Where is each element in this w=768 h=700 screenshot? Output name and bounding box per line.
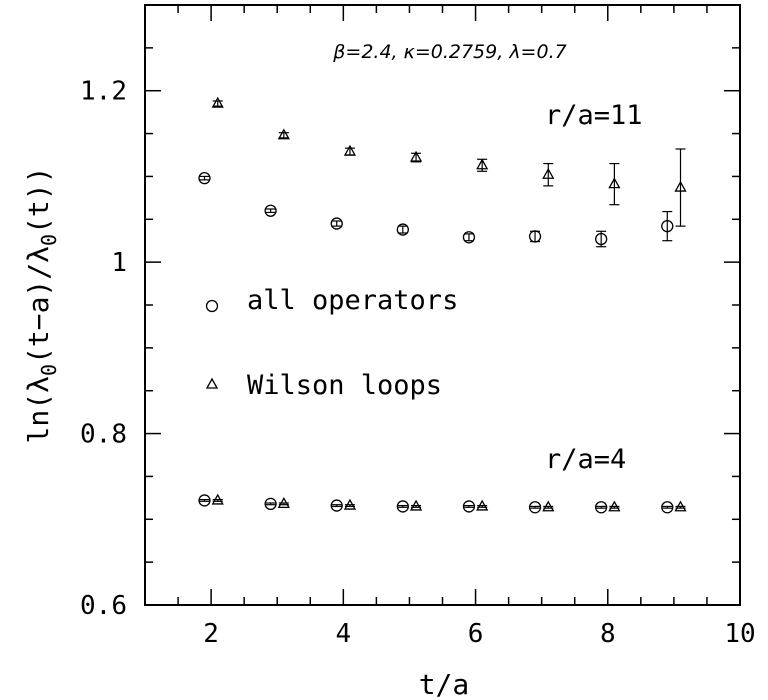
x-tick-label: 4 (336, 619, 352, 649)
data-point-triangle (211, 493, 224, 505)
legend-triangle-marker (205, 377, 219, 389)
data-point-triangle (343, 144, 357, 156)
data-point-triangle (409, 150, 423, 162)
annotation-r11: r/a=11 (545, 100, 643, 131)
data-point-circle (462, 231, 476, 244)
data-point-triangle (542, 167, 555, 179)
data-point-circle (528, 501, 542, 514)
data-point-triangle (674, 500, 687, 512)
y-tick-label: 0.6 (80, 591, 127, 621)
data-point-circle (330, 499, 343, 512)
x-axis-title: t/a (419, 668, 470, 700)
data-point-circle (595, 232, 608, 246)
data-point-triangle (343, 498, 357, 510)
data-point-triangle (476, 158, 489, 170)
data-point-triangle (542, 500, 555, 512)
annotation-r4: r/a=4 (545, 444, 626, 475)
data-point-circle (595, 501, 608, 514)
y-tick-label: 0.8 (80, 420, 127, 450)
data-point-circle (661, 501, 674, 514)
legend-circle-marker (205, 299, 219, 313)
data-point-circle (528, 230, 542, 243)
y-title-subscript: 0 (37, 364, 61, 376)
y-title-part: ln(λ (22, 376, 55, 443)
y-title-subscript: 0 (37, 234, 61, 246)
legend-label-all-operators: all operators (247, 285, 458, 316)
y-title-part: (t)) (22, 167, 55, 234)
axis-tick-labels: 2 4 6 8 10 0.6 0.8 1 1.2 (80, 77, 756, 649)
data-point-triangle (277, 128, 290, 140)
data-point-circle (198, 171, 211, 185)
y-tick-label: 1 (111, 248, 127, 278)
y-title-part: (t−a)/λ (22, 246, 55, 364)
data-point-circle (264, 204, 277, 217)
data-point-triangle (674, 180, 687, 192)
data-point-triangle (476, 499, 489, 511)
data-point-circle (661, 219, 674, 233)
data-point-circle (198, 494, 211, 507)
data-point-circle (396, 223, 409, 236)
data-point-triangle (409, 499, 423, 511)
legend-label-wilson-loops: Wilson loops (247, 370, 442, 401)
x-tick-label: 2 (203, 619, 219, 649)
data-point-circle (264, 497, 277, 511)
plot-frame (144, 4, 741, 606)
data-point-triangle (211, 96, 224, 108)
x-tick-label: 6 (468, 619, 484, 649)
data-marks (198, 96, 687, 514)
data-point-circle (396, 500, 409, 513)
y-tick-label: 1.2 (80, 77, 127, 107)
data-point-circle (330, 217, 343, 230)
x-tick-label: 8 (600, 619, 616, 649)
y-axis-title: ln(λ0(t−a)/λ0(t)) (22, 167, 61, 444)
chart-title: β=2.4, κ=0.2759, λ=0.7 (332, 41, 566, 63)
data-point-triangle (277, 497, 290, 509)
data-point-triangle (608, 177, 621, 189)
data-point-triangle (608, 500, 621, 512)
legend: all operators Wilson loops (205, 285, 458, 401)
x-tick-label: 10 (724, 619, 755, 649)
svg-text:ln(λ0(t−a)/λ0(t)): ln(λ0(t−a)/λ0(t)) (22, 167, 61, 444)
data-point-circle (462, 500, 476, 513)
